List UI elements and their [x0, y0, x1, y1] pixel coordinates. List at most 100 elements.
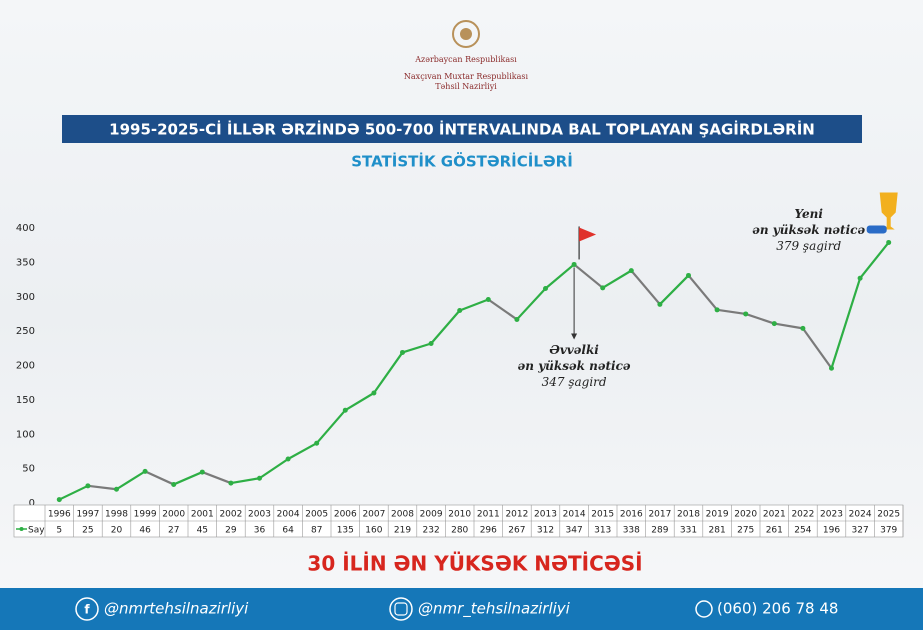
point: [56, 497, 62, 503]
instagram-icon: [389, 597, 413, 621]
value-cell: 87: [311, 526, 322, 536]
value-cell: 280: [451, 526, 468, 536]
value-cell: 46: [139, 526, 151, 536]
x-tick-label: 2021: [763, 510, 786, 520]
x-tick-label: 2018: [677, 510, 700, 520]
line-segment: [658, 274, 690, 306]
point: [714, 307, 720, 313]
value-cell: 25: [82, 526, 93, 536]
point: [628, 268, 634, 274]
line-segment: [601, 269, 633, 289]
value-cell: 296: [480, 526, 497, 536]
x-tick-label: 1999: [134, 510, 157, 520]
arrow-head: [571, 333, 578, 340]
point: [257, 475, 262, 481]
chart-subtitle: STATİSTİK GÖSTƏRİCİLƏRİ: [351, 152, 573, 171]
y-tick-label: 300: [16, 292, 35, 303]
x-tick-label: 2011: [477, 510, 500, 520]
y-tick-label: 150: [16, 395, 35, 406]
annotation: Yeni: [794, 207, 823, 221]
legend-marker: [19, 527, 24, 531]
x-tick-label: 2001: [191, 510, 214, 520]
x-tick-label: 2008: [391, 510, 414, 520]
y-tick-label: 400: [16, 223, 35, 234]
x-tick-label: 2000: [162, 510, 185, 520]
title-box: [62, 115, 862, 143]
value-cell: 379: [880, 526, 897, 536]
value-cell: 338: [623, 526, 640, 536]
x-tick-label: 2017: [648, 510, 671, 520]
x-tick-label: 2023: [820, 510, 843, 520]
instagram-handle[interactable]: @nmr_tehsilnazirliyi: [418, 600, 571, 619]
line-segment: [258, 457, 290, 480]
value-cell: 27: [168, 526, 179, 536]
footer-bar: [0, 588, 923, 630]
y-tick-label: 350: [16, 257, 35, 268]
facebook-handle[interactable]: @nmrtehsilnazirliyi: [104, 600, 249, 618]
line-segment: [744, 312, 776, 325]
x-tick-label: 2010: [448, 510, 471, 520]
facebook-glyph: f: [84, 603, 90, 617]
point: [514, 316, 520, 322]
x-tick-label: 2015: [591, 510, 614, 520]
value-cell: 313: [594, 526, 611, 536]
point: [199, 469, 205, 475]
value-cell: 135: [337, 526, 354, 536]
x-tick-label: 2005: [305, 510, 328, 520]
x-tick-label: 1998: [105, 510, 128, 520]
point: [829, 365, 834, 371]
org-line: Azərbaycan Respublikası: [414, 55, 517, 64]
value-cell: 289: [651, 526, 668, 536]
point: [686, 272, 691, 278]
value-cell: 20: [111, 526, 123, 536]
value-cell: 347: [566, 526, 583, 536]
phone-number[interactable]: (060) 206 78 48: [717, 600, 838, 618]
point: [857, 275, 863, 281]
y-tick-label: 0: [29, 498, 35, 509]
line-segment: [430, 309, 461, 345]
org-line: Naxçıvan Muxtar Respublikası: [404, 72, 529, 81]
point: [171, 481, 177, 487]
point: [457, 308, 463, 313]
x-tick-label: 2004: [277, 510, 300, 520]
y-tick-label: 100: [16, 429, 35, 440]
value-cell: 160: [365, 526, 382, 536]
value-cell: 331: [680, 526, 697, 536]
value-cell: 261: [766, 526, 783, 536]
facebook-icon: [75, 597, 99, 621]
x-tick-label: 2012: [505, 510, 528, 520]
x-tick-label: 1997: [76, 510, 99, 520]
line-segment: [344, 391, 375, 412]
x-tick-label: 2022: [791, 510, 814, 520]
instagram-glyph: [394, 602, 408, 616]
trophy-hand: [866, 225, 887, 234]
x-tick-label: 2016: [620, 510, 643, 520]
annotation: 379 şagird: [776, 239, 841, 253]
line-segment: [58, 484, 90, 501]
value-cell: 267: [508, 526, 525, 536]
point: [428, 341, 434, 346]
value-cell: 312: [537, 526, 554, 536]
x-tick-label: 2007: [362, 510, 385, 520]
legend-label: Say: [28, 526, 45, 536]
x-tick-label: 2013: [534, 510, 557, 520]
point: [142, 468, 148, 474]
line-segment: [572, 263, 604, 289]
line-segment: [487, 298, 519, 321]
value-cell: 275: [737, 526, 754, 536]
point: [485, 297, 491, 302]
flag: [579, 227, 597, 242]
line-segment: [287, 442, 318, 461]
x-tick-label: 2002: [219, 510, 242, 520]
point: [771, 321, 777, 327]
point: [400, 349, 405, 355]
line-segment: [687, 274, 719, 311]
point: [600, 285, 606, 291]
x-tick-label: 2020: [734, 510, 757, 520]
line-segment: [830, 277, 862, 370]
line-segment: [172, 470, 204, 486]
x-tick-label: 2009: [420, 510, 443, 520]
point: [228, 480, 234, 486]
y-tick-label: 250: [16, 326, 35, 337]
